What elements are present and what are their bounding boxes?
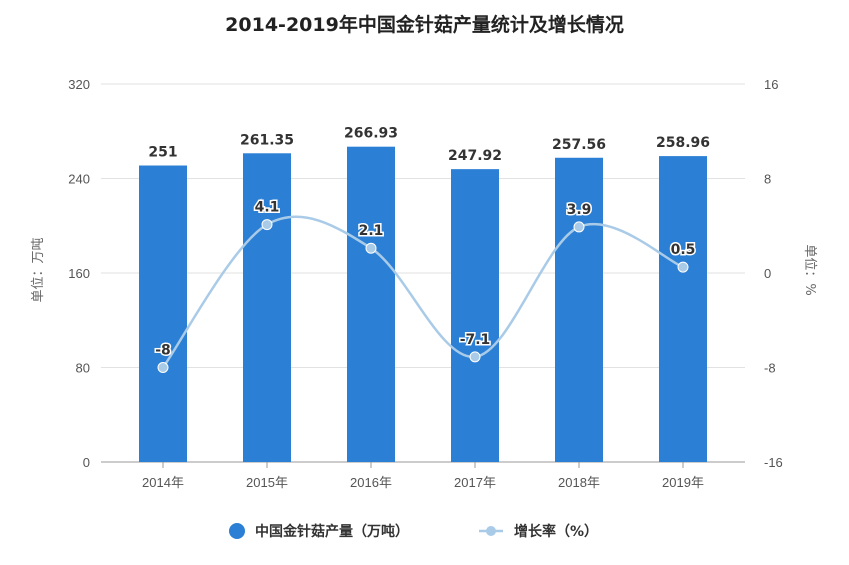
bar-data-label: 261.35 [240, 132, 294, 148]
growth-point [469, 351, 481, 363]
growth-data-label: -7.1 [460, 332, 491, 348]
chart-title: 2014-2019年中国金针菇产量统计及增长情况 [225, 14, 624, 36]
legend-bar-label: 中国金针菇产量（万吨） [255, 523, 409, 540]
growth-data-label: 4.1 [255, 200, 280, 216]
right-tick-label: 16 [764, 77, 778, 92]
growth-data-label: 2.1 [359, 223, 384, 239]
bar [139, 165, 187, 462]
x-tick-label: 2018年 [558, 475, 600, 490]
growth-point [365, 242, 377, 254]
growth-point [677, 261, 689, 273]
right-tick-label: 8 [764, 172, 771, 187]
legend-bar-marker [229, 523, 245, 539]
bar-data-label: 266.93 [344, 126, 398, 142]
growth-data-label: 3.9 [567, 202, 592, 218]
left-tick-label: 240 [68, 172, 90, 187]
bar-data-label: 258.96 [656, 135, 710, 151]
right-tick-label: 0 [764, 266, 771, 281]
left-tick-label: 0 [83, 455, 90, 470]
left-tick-label: 80 [76, 361, 90, 376]
left-axis-title: 单位：万吨 [31, 237, 46, 302]
bar-data-label: 251 [148, 145, 177, 161]
bar [347, 146, 395, 462]
growth-point [157, 362, 169, 373]
legend-line-label: 增长率（%） [514, 523, 598, 540]
right-tick-label: -16 [764, 455, 783, 470]
left-tick-label: 320 [68, 77, 90, 92]
growth-line [161, 215, 684, 369]
x-tick-label: 2015年 [246, 475, 288, 490]
bar-data-label: 257.56 [552, 137, 606, 153]
right-tick-label: -8 [764, 361, 776, 376]
x-tick-label: 2019年 [662, 475, 704, 490]
growth-data-label: -8 [155, 343, 171, 359]
growth-data-label: 0.5 [671, 242, 696, 258]
bar [555, 157, 603, 462]
x-tick-label: 2017年 [454, 475, 496, 490]
x-tick-label: 2016年 [350, 475, 392, 490]
bar [243, 153, 291, 462]
x-tick-label: 2014年 [142, 475, 184, 490]
legend-line-dot [486, 526, 496, 536]
bar [659, 156, 707, 462]
bar [451, 169, 499, 462]
growth-point [573, 221, 585, 233]
growth-point [261, 219, 273, 231]
right-axis-title: 单位：% [802, 244, 817, 295]
left-tick-label: 160 [68, 266, 90, 281]
bar-data-label: 247.92 [448, 148, 502, 164]
